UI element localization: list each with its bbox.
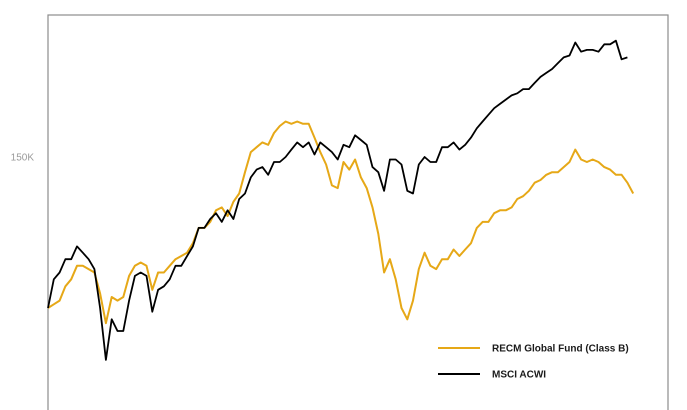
series-lines <box>47 39 635 361</box>
y-axis-ticks: 150K75K <box>11 153 35 164</box>
series-line-msci <box>47 39 628 361</box>
series-line-recm <box>47 120 635 325</box>
legend-label-recm: RECM Global Fund (Class B) <box>492 344 629 355</box>
y-tick-label: 150K <box>11 153 35 164</box>
legend: RECM Global Fund (Class B) MSCI ACWI <box>438 344 629 381</box>
legend-label-msci: MSCI ACWI <box>492 370 546 381</box>
plot-frame <box>47 14 669 410</box>
